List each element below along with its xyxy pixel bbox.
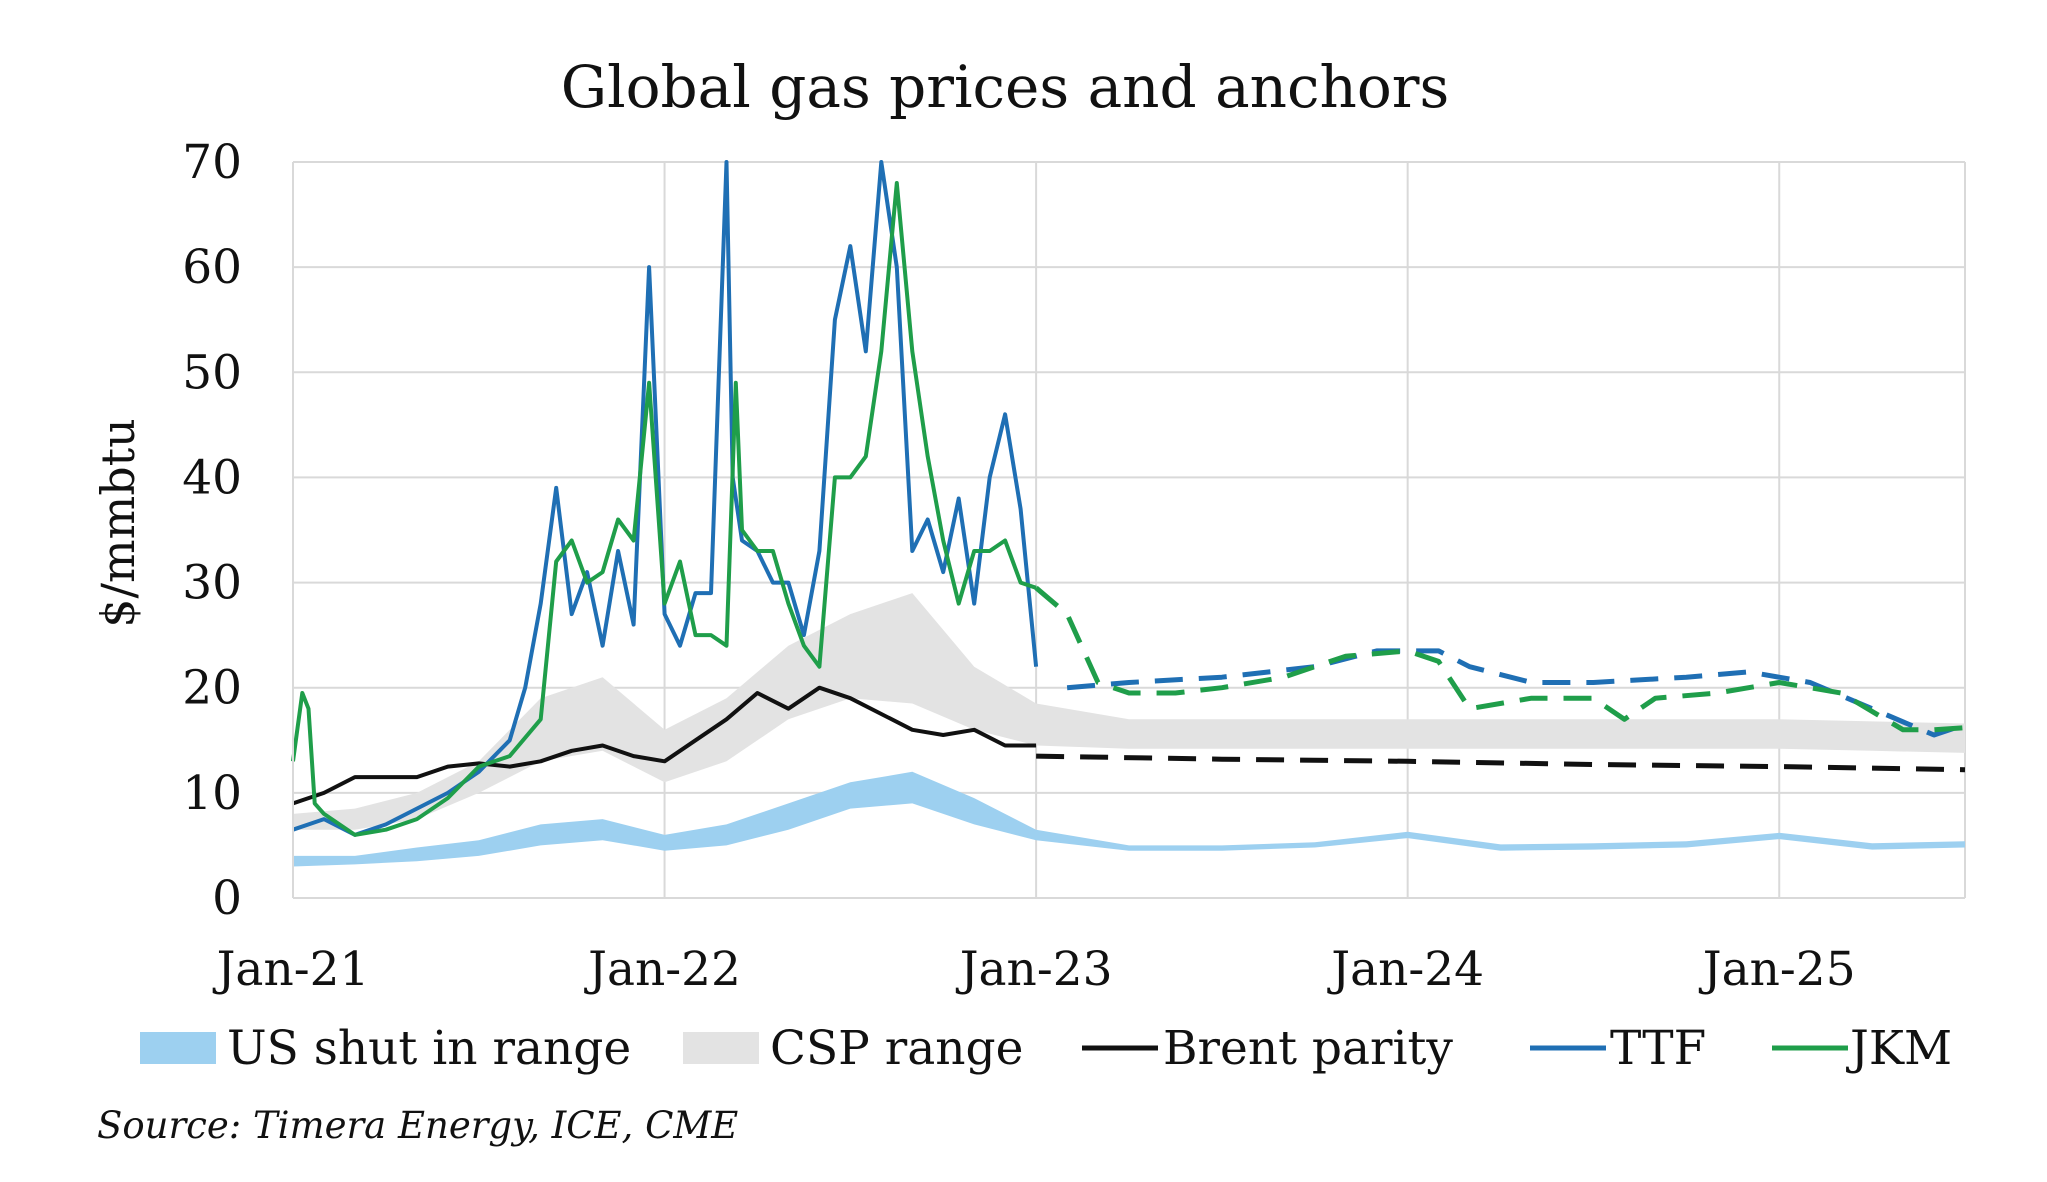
legend-swatch (140, 1032, 216, 1064)
price-series (291, 160, 1966, 837)
series-ttf-forward (1066, 648, 1966, 738)
legend-label: Brent parity (1163, 1021, 1453, 1076)
y-tick-label: 30 (182, 556, 242, 611)
x-tick-label: Jan-22 (584, 942, 741, 997)
y-tick-label: 0 (212, 871, 242, 926)
series-jkm (291, 181, 1037, 837)
legend-item-jkm: JKM (1772, 1021, 1952, 1076)
y-tick-label: 10 (182, 766, 242, 821)
legend-swatch (683, 1032, 759, 1064)
y-tick-label: 60 (182, 240, 242, 295)
x-tick-label: Jan-25 (1699, 942, 1856, 997)
legend-item-brent-parity: Brent parity (1082, 1021, 1453, 1076)
x-tick-label: Jan-23 (956, 942, 1113, 997)
y-tick-label: 50 (182, 345, 242, 400)
axes: 0 10 20 30 40 50 60 70 Jan-21 Jan-22 Jan-23 Jan-24 J… (182, 135, 1965, 997)
band-us-shut-in-range (293, 771, 1965, 867)
y-tick-label: 20 (182, 661, 242, 716)
series-brent-parity-forward (1036, 753, 1966, 773)
legend-item-us-shut-in-range: US shut in range (140, 1021, 631, 1076)
legend: US shut in range CSP range Brent parity TTF… (140, 1021, 1952, 1076)
legend-label: JKM (1846, 1021, 1952, 1076)
chart-title: Global gas prices and anchors (561, 53, 1450, 121)
x-tick-label: Jan-24 (1327, 942, 1484, 997)
legend-item-ttf: TTF (1530, 1021, 1706, 1076)
legend-label: CSP range (770, 1021, 1023, 1076)
band-csp-range (293, 593, 1965, 830)
y-axis-label: $/mmbtu (91, 418, 145, 628)
y-tick-label: 40 (182, 450, 242, 505)
legend-label: TTF (1610, 1021, 1706, 1076)
series-jkm-forward (1034, 585, 1966, 733)
legend-item-csp-range: CSP range (683, 1021, 1023, 1076)
series-ttf (292, 160, 1039, 837)
series-brent-parity (292, 685, 1037, 806)
y-tick-label: 70 (182, 135, 242, 190)
gridlines (292, 161, 1966, 899)
range-bands (293, 593, 1965, 867)
source-note: Source: Timera Energy, ICE, CME (97, 1104, 738, 1147)
legend-label: US shut in range (227, 1021, 631, 1076)
x-tick-label: Jan-21 (213, 942, 370, 997)
